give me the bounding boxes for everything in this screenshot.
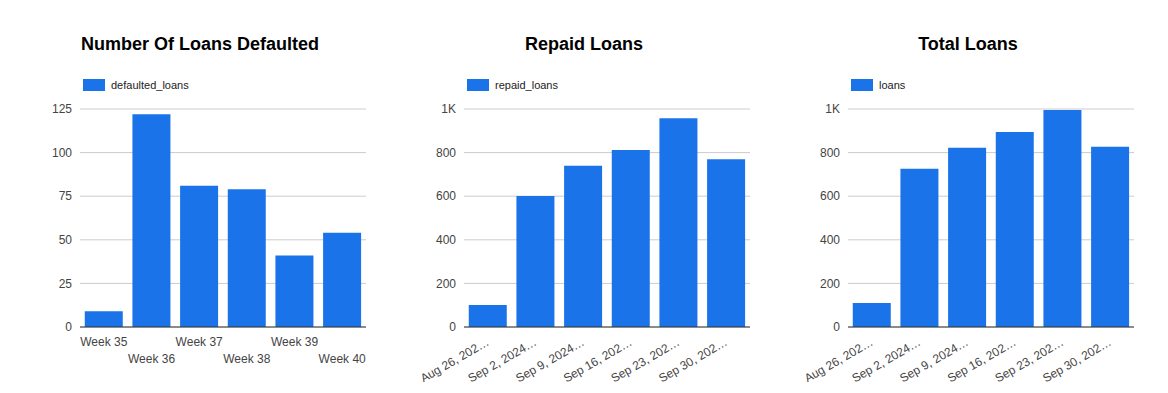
svg-text:0: 0 — [833, 320, 840, 334]
html-text:defaulted_loans: defaulted_loans — [111, 79, 189, 91]
html-text:Number Of Loans Defaulted: Number Of Loans Defaulted — [81, 34, 319, 54]
svg-text:800: 800 — [820, 146, 840, 160]
svg-text:600: 600 — [820, 189, 840, 203]
svg-text:Week 35: Week 35 — [80, 335, 127, 349]
svg-text:800: 800 — [436, 146, 456, 160]
svg-text:Sep 30, 202…: Sep 30, 202… — [1040, 335, 1113, 382]
svg-text:Week 37: Week 37 — [176, 335, 223, 349]
svg-text:0: 0 — [65, 320, 72, 334]
svg-text:100: 100 — [52, 146, 72, 160]
svg-text:125: 125 — [52, 102, 72, 116]
svg-text:1K: 1K — [441, 102, 456, 116]
svg-text:25: 25 — [59, 277, 73, 291]
html-text:loans: loans — [879, 79, 906, 91]
svg-text:600: 600 — [436, 189, 456, 203]
svg-text:1K: 1K — [825, 102, 840, 116]
svg-text:400: 400 — [820, 233, 840, 247]
svg-text:Week 40: Week 40 — [319, 352, 366, 366]
html-text:repaid_loans: repaid_loans — [495, 79, 558, 91]
html-text:Total Loans: Total Loans — [918, 34, 1018, 54]
svg-text:Sep 30, 202…: Sep 30, 202… — [656, 335, 729, 382]
svg-text:200: 200 — [436, 277, 456, 291]
svg-text:Week 39: Week 39 — [271, 335, 318, 349]
svg-text:50: 50 — [59, 233, 73, 247]
svg-text:400: 400 — [436, 233, 456, 247]
svg-text:200: 200 — [820, 277, 840, 291]
html-text:Repaid Loans: Repaid Loans — [525, 34, 643, 54]
svg-text:0: 0 — [449, 320, 456, 334]
svg-text:Week 36: Week 36 — [128, 352, 175, 366]
svg-text:75: 75 — [59, 189, 73, 203]
svg-text:Week 38: Week 38 — [223, 352, 270, 366]
